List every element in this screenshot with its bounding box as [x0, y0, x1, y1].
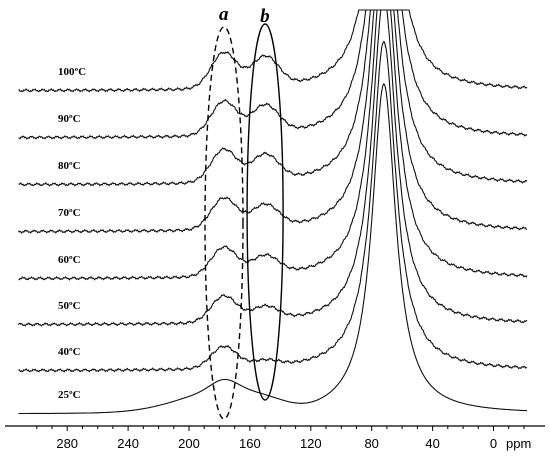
temperature-label: 90ºC: [58, 113, 81, 125]
x-tick-label: 160: [239, 436, 261, 451]
region-a-label: a: [219, 4, 229, 25]
temperature-label: 60ºC: [58, 254, 81, 266]
spectrum-trace: [18, 9, 528, 234]
spectrum-trace: [18, 9, 528, 187]
spectrum-trace: [18, 82, 528, 415]
temperature-label: 70ºC: [58, 207, 81, 219]
region-b-ellipse: [246, 23, 284, 401]
x-axis-title: ppm: [506, 436, 531, 451]
region-b-label: b: [260, 6, 270, 27]
spectrum-trace: [18, 9, 528, 281]
temperature-label: 40ºC: [58, 346, 81, 358]
x-tick-label: 80: [364, 436, 378, 451]
x-tick-label: 240: [117, 436, 139, 451]
temperature-label: 80ºC: [58, 160, 81, 172]
x-tick-label: 200: [178, 436, 200, 451]
temperature-label: 50ºC: [58, 300, 81, 312]
x-axis-ticks: 280 240 200 160 120 80 40 0: [36, 426, 525, 451]
x-tick-label: 120: [300, 436, 322, 451]
spectrum-trace: [18, 9, 528, 93]
temperature-labels: 25ºC 40ºC 50ºC 60ºC 70ºC 80ºC 90ºC 100ºC: [58, 66, 86, 401]
spectrum-trace: [18, 40, 528, 373]
spectra-layer: [18, 9, 528, 415]
temperature-label: 100ºC: [58, 66, 86, 78]
temperature-label: 25ºC: [58, 389, 81, 401]
x-tick-label: 40: [425, 436, 439, 451]
x-tick-label: 0: [490, 436, 497, 451]
x-axis: 280 240 200 160 120 80 40 0 ppm: [5, 425, 545, 451]
spectrum-trace: [18, 9, 528, 140]
spectrum-trace: [18, 9, 528, 327]
x-tick-label: 280: [56, 436, 78, 451]
region-a-ellipse: [204, 26, 244, 420]
